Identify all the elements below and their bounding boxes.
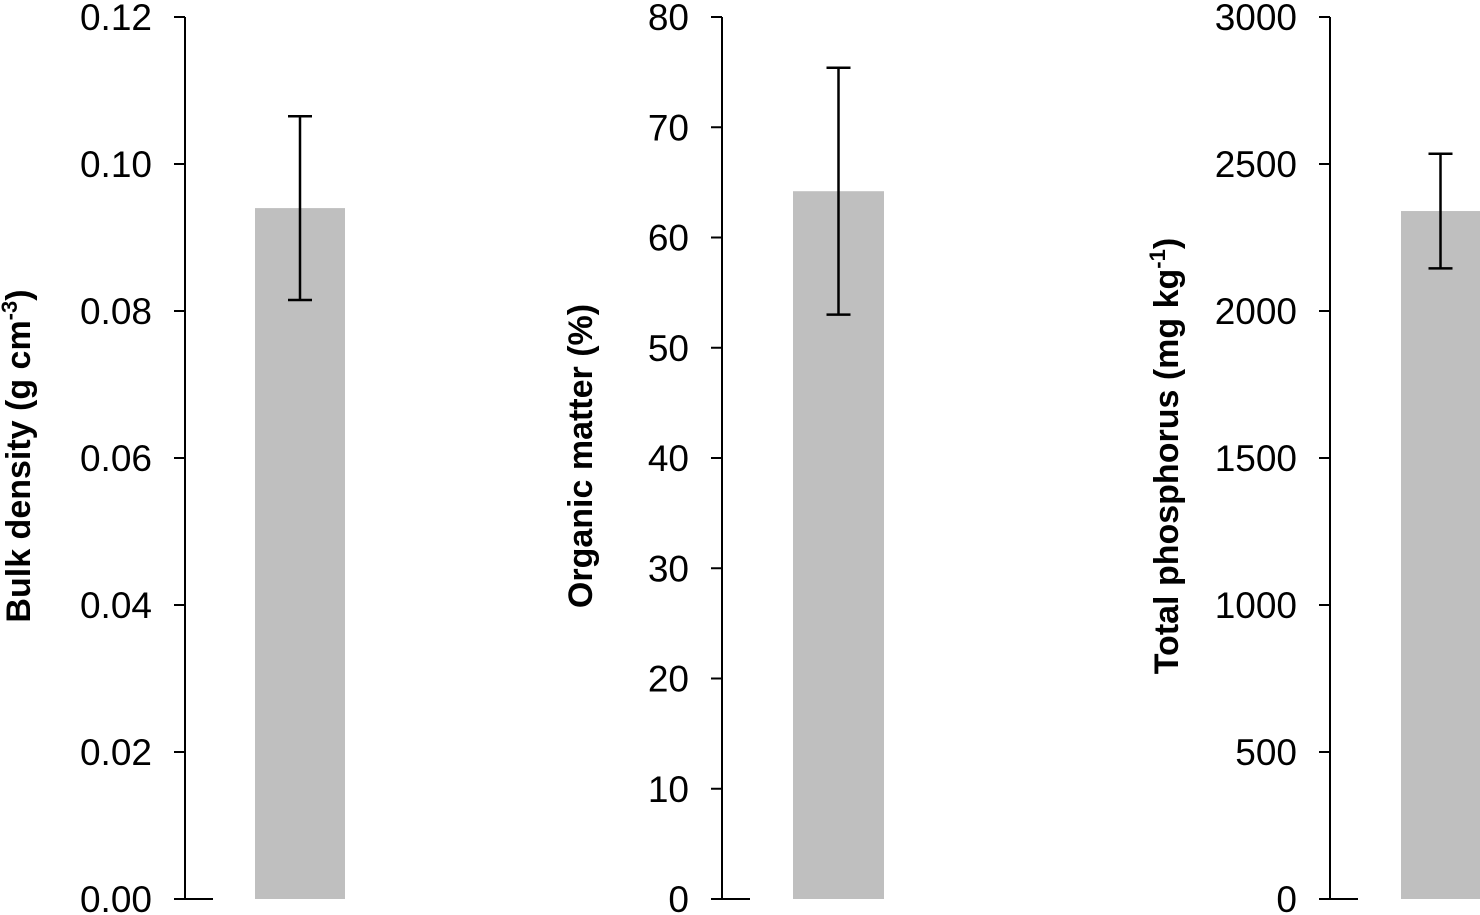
organic-matter-y-tick-label: 40 — [648, 438, 689, 479]
total-phosphorus-y-tick-label: 1500 — [1215, 438, 1297, 479]
organic-matter-y-tick-label: 30 — [648, 548, 689, 589]
total-phosphorus-panel: 0 500 1000 1500 2000 2500 3000 Total phosphorus… — [1145, 0, 1480, 915]
bulk-density-error-bar — [288, 114, 312, 302]
bulk-density-y-tick-label: 0.00 — [80, 879, 152, 915]
bulk-density-y-tick-label: 0.08 — [80, 291, 152, 332]
bulk-density-y-tick-label: 0.04 — [80, 585, 152, 626]
organic-matter-y-tick-label: 70 — [648, 107, 689, 148]
bulk-density-panel: 0.00 0.02 0.04 0.06 0.08 0.10 0.12 Bulk density… — [0, 0, 345, 915]
total-phosphorus-y-tick-label: 3000 — [1215, 0, 1297, 38]
bulk-density-y-tick-label: 0.12 — [80, 0, 152, 38]
organic-matter-y-tick-label: 60 — [648, 218, 689, 259]
total-phosphorus-error-bar — [1428, 152, 1453, 270]
organic-matter-y-tick-label: 0 — [668, 879, 689, 915]
total-phosphorus-y-tick-label: 1000 — [1215, 585, 1297, 626]
total-phosphorus-y-tick-label: 500 — [1235, 732, 1297, 773]
bulk-density-y-tick-label: 0.06 — [80, 438, 152, 479]
organic-matter-y-tick-label: 10 — [648, 769, 689, 810]
organic-matter-panel: 0 10 20 30 40 50 60 70 80 Organic matter (%) — [562, 0, 884, 915]
bulk-density-y-axis-title: Bulk density (g cm-3) — [0, 289, 38, 622]
bulk-density-y-tick-label: 0.10 — [80, 144, 152, 185]
organic-matter-y-tick-label: 50 — [648, 328, 689, 369]
total-phosphorus-bar — [1401, 211, 1480, 900]
bulk-density-y-tick-label: 0.02 — [80, 732, 152, 773]
organic-matter-y-axis-title: Organic matter (%) — [562, 304, 600, 608]
bulk-density-bar — [255, 208, 345, 900]
organic-matter-y-tick-label: 80 — [648, 0, 689, 38]
organic-matter-error-bar — [826, 66, 851, 316]
organic-matter-y-tick-label: 20 — [648, 659, 689, 700]
total-phosphorus-y-tick-label: 0 — [1276, 879, 1297, 915]
total-phosphorus-y-tick-label: 2000 — [1215, 291, 1297, 332]
total-phosphorus-y-tick-label: 2500 — [1215, 144, 1297, 185]
total-phosphorus-y-axis-title: Total phosphorus (mg kg-1) — [1145, 238, 1186, 674]
